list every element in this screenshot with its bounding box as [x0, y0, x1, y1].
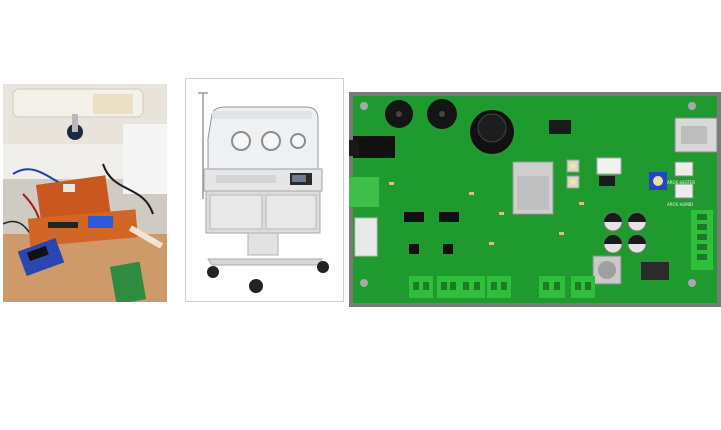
pcb-drawing: AROS HEATER AROS HUMID [349, 92, 721, 307]
prototype-photo [3, 84, 167, 302]
label-heater: AROS HEATER [667, 180, 695, 185]
pcb-render: AROS HEATER AROS HUMID [349, 92, 721, 307]
prototype-photo-drawing [3, 84, 167, 302]
label-humid: AROS HUMID [667, 202, 693, 207]
incubator-render [185, 78, 344, 302]
incubator-drawing [186, 79, 343, 301]
